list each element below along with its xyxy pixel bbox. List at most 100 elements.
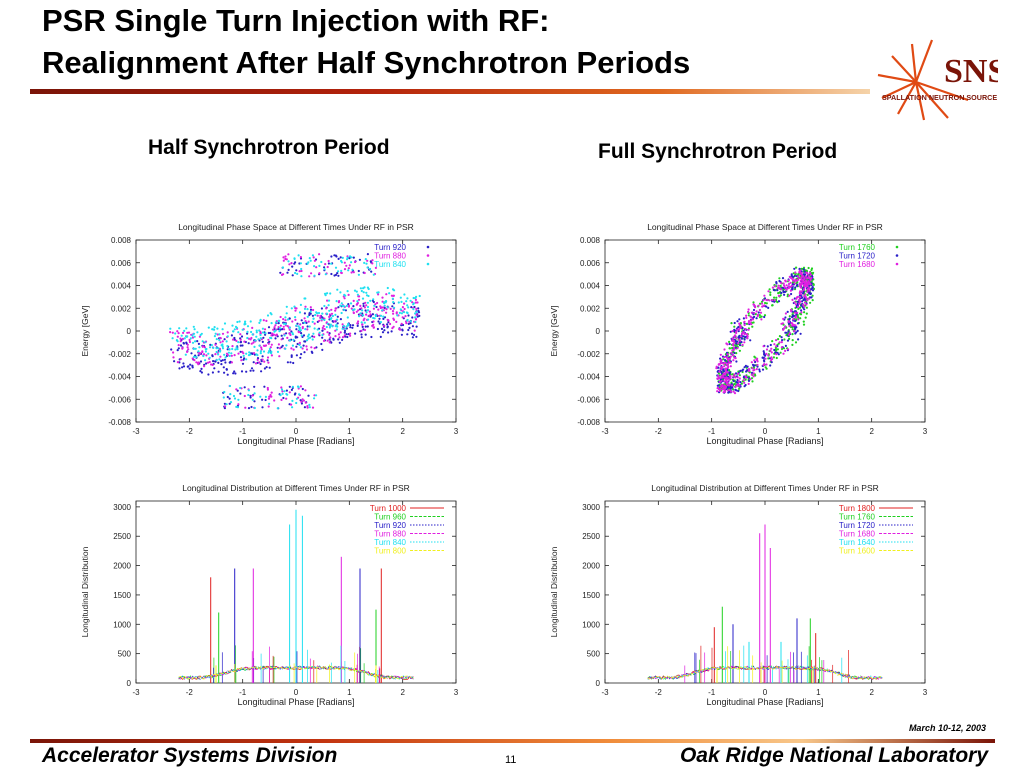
scatter-point (176, 361, 179, 364)
scatter-point (806, 293, 809, 297)
scatter-point (263, 344, 266, 347)
scatter-point (280, 388, 284, 391)
scatter-point (252, 361, 255, 364)
scatter-point (347, 305, 350, 308)
scatter-point (781, 277, 785, 280)
scatter-point (770, 351, 773, 354)
scatter-point (214, 343, 217, 346)
scatter-point (308, 257, 311, 260)
scatter-point (222, 366, 225, 369)
scatter-point (374, 314, 377, 318)
scatter-point (778, 335, 781, 338)
scatter-point (721, 366, 724, 369)
scatter-point (797, 338, 800, 341)
scatter-point (749, 315, 752, 318)
scatter-point (288, 317, 291, 320)
scatter-point (316, 328, 319, 331)
scatter-point (261, 355, 264, 358)
scatter-point (226, 373, 229, 376)
scatter-point (334, 313, 337, 316)
scatter-point (809, 301, 812, 304)
scatter-point (747, 369, 751, 373)
scatter-point (373, 304, 376, 307)
legend-label: Turn 840 (374, 260, 406, 269)
scatter-point (203, 365, 206, 368)
scatter-point (314, 313, 317, 317)
scatter-point (250, 405, 253, 409)
scatter-point (737, 383, 740, 386)
scatter-point (311, 320, 314, 323)
scatter-point (414, 316, 417, 319)
scatter-point (261, 398, 264, 401)
scatter-point (329, 336, 332, 339)
scatter-point (779, 294, 782, 297)
scatter-point (186, 350, 189, 353)
scatter-point (246, 332, 249, 335)
scatter-point (232, 338, 235, 341)
scatter-point (766, 345, 769, 348)
scatter-point (777, 292, 780, 295)
scatter-point (270, 334, 273, 337)
scatter-point (283, 334, 286, 337)
scatter-point (262, 336, 265, 339)
scatter-point (363, 321, 366, 324)
scatter-point (794, 311, 797, 314)
scatter-point (769, 349, 772, 352)
scatter-point (252, 369, 255, 372)
scatter-point (177, 332, 180, 335)
legend-marker (426, 254, 430, 257)
scatter-point (333, 320, 336, 323)
scatter-point (793, 282, 796, 285)
scatter-point (371, 259, 374, 262)
x-tick-label: 1 (347, 688, 352, 697)
scatter-points (169, 253, 421, 410)
scatter-point (735, 342, 738, 345)
scatter-point (305, 321, 308, 324)
scatter-point (356, 322, 359, 325)
scatter-point (361, 325, 364, 328)
scatter-point (323, 328, 326, 331)
scatter-point (270, 322, 273, 325)
scatter-point (718, 370, 721, 373)
slide-title: PSR Single Turn Injection with RF: Reali… (42, 0, 842, 84)
chart-title: Longitudinal Distribution at Different T… (651, 483, 879, 493)
scatter-point (729, 330, 732, 333)
scatter-point (413, 329, 416, 332)
scatter-point (280, 334, 283, 337)
scatter-point (253, 406, 256, 410)
scatter-point (323, 304, 326, 308)
scatter-point (321, 348, 324, 351)
scatter-point (363, 271, 366, 275)
scatter-point (318, 264, 321, 267)
scatter-point (178, 367, 181, 370)
scatter-point (336, 272, 339, 275)
scatter-point (356, 300, 359, 303)
chart-title: Longitudinal Distribution at Different T… (182, 483, 410, 493)
scatter-point (780, 341, 783, 344)
scatter-point (354, 332, 357, 335)
scatter-point (192, 355, 196, 358)
scatter-point (226, 335, 229, 338)
scatter-point (326, 265, 329, 269)
scatter-point (188, 338, 191, 342)
scatter-point (720, 358, 723, 361)
scatter-point (797, 307, 800, 310)
y-tick-label: 0.006 (111, 259, 132, 268)
scatter-point (371, 313, 374, 316)
scatter-point (747, 367, 751, 371)
scatter-point (415, 335, 418, 338)
scatter-point (746, 369, 749, 372)
scatter-point (300, 334, 303, 337)
scatter-point (384, 300, 388, 303)
scatter-point (794, 315, 797, 318)
scatter-point (340, 311, 343, 315)
scatter-point (271, 332, 274, 335)
scatter-point (188, 340, 191, 344)
scatter-point (291, 344, 294, 347)
scatter-point (793, 330, 796, 333)
scatter-point (294, 336, 297, 339)
scatter-point (217, 347, 220, 350)
scatter-point (717, 374, 720, 377)
scatter-point (180, 334, 183, 337)
scatter-point (763, 363, 766, 366)
